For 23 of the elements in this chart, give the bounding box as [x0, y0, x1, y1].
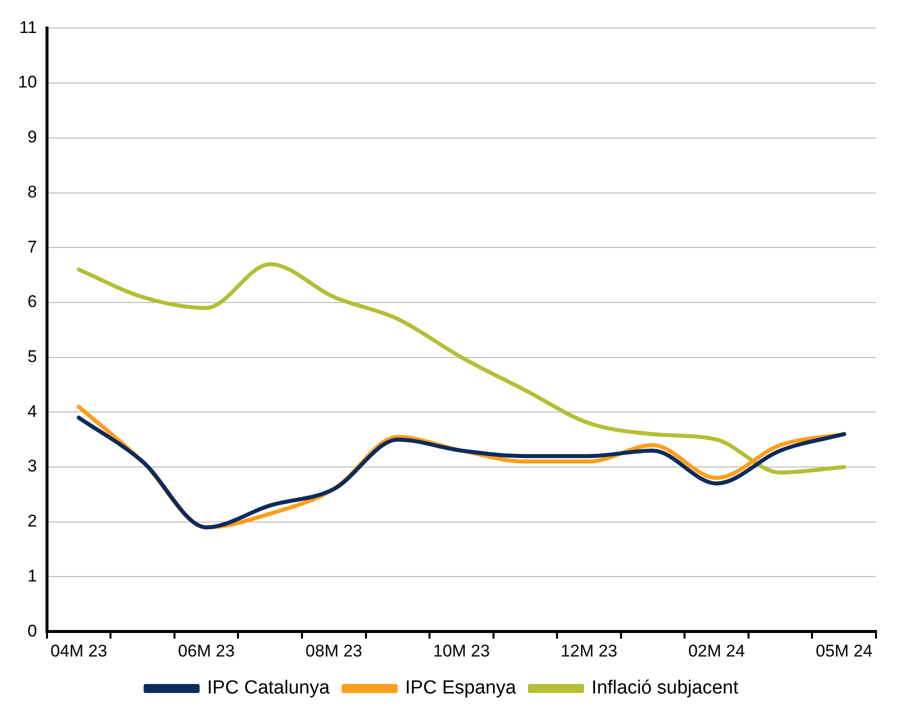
y-tick-label: 7: [27, 237, 37, 256]
y-tick-label: 0: [27, 621, 37, 640]
y-tick-label: 9: [27, 128, 37, 147]
y-tick-label: 5: [27, 347, 37, 366]
legend-label: IPC Espanya: [405, 678, 516, 699]
x-tick-label: 05M 24: [816, 641, 872, 660]
legend-label: Inflació subjacent: [592, 678, 740, 699]
line-series: [76, 262, 846, 475]
y-tick-label: 11: [19, 18, 37, 37]
x-tick-label: 08M 23: [306, 641, 362, 660]
x-tick-label: 02M 24: [688, 641, 745, 660]
y-tick-label: 4: [27, 402, 37, 421]
y-tick-label: 3: [27, 456, 37, 476]
y-tick-label: 1: [27, 566, 37, 586]
x-tick-label: 10M 23: [433, 641, 490, 660]
legend-label: IPC Catalunya: [207, 678, 330, 699]
x-tick-label: 04M 23: [50, 641, 108, 660]
y-tick-label: 6: [27, 292, 37, 312]
x-tick-label: 12M 23: [560, 641, 618, 660]
y-tick-label: 2: [27, 512, 37, 531]
y-tick-label: 8: [27, 182, 37, 202]
x-tick-label: 06M 23: [178, 641, 235, 660]
y-tick-label: 10: [18, 72, 37, 92]
